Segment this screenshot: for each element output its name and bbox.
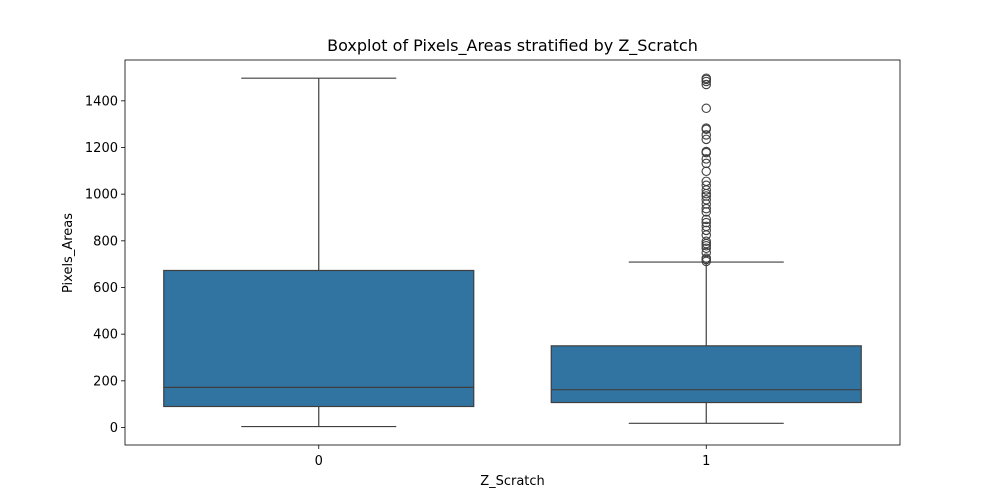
outlier-point [701, 146, 711, 157]
outlier-point [701, 73, 711, 83]
chart-title: Boxplot of Pixels_Areas stratified by Z_… [327, 36, 698, 56]
y-tick-label: 0 [110, 421, 118, 436]
plot-area [163, 73, 862, 428]
box-group-1 [550, 73, 862, 424]
outlier-point [701, 191, 711, 201]
outlier-point [701, 180, 711, 191]
outlier-point [701, 130, 711, 140]
box-iqr [550, 345, 862, 404]
outlier-point [701, 253, 711, 263]
y-axis: 0 200 400 600 800 1000 1200 1400 [85, 94, 125, 436]
y-tick-label: 400 [93, 328, 118, 343]
outlier-point [701, 103, 711, 114]
y-axis-label: Pixels_Areas [61, 213, 76, 293]
box-iqr [163, 269, 475, 408]
y-tick-label: 1200 [85, 141, 118, 156]
x-tick-label: 0 [315, 454, 323, 469]
outlier-point [701, 166, 711, 177]
outlier-point [701, 225, 711, 236]
y-tick-label: 1400 [85, 94, 118, 109]
x-tick-label: 1 [702, 454, 710, 469]
outlier-point [701, 79, 711, 90]
outlier-point [701, 221, 711, 232]
outlier-point [701, 217, 711, 228]
y-tick-label: 1000 [85, 188, 118, 203]
outlier-point [701, 176, 711, 187]
outlier-point [701, 195, 711, 205]
outlier-point [701, 236, 711, 247]
outlier-point [701, 214, 711, 225]
y-tick-label: 200 [93, 374, 118, 389]
y-tick-label: 800 [93, 234, 118, 249]
box-group-0 [163, 77, 475, 428]
x-axis-label: Z_Scratch [480, 474, 545, 489]
outlier-point [701, 158, 711, 169]
outlier-point [701, 154, 711, 164]
axes-frame [124, 59, 901, 446]
outlier-point [701, 134, 711, 145]
outlier-point [701, 123, 711, 133]
y-tick-label: 600 [93, 281, 118, 296]
outlier-point [701, 243, 711, 254]
